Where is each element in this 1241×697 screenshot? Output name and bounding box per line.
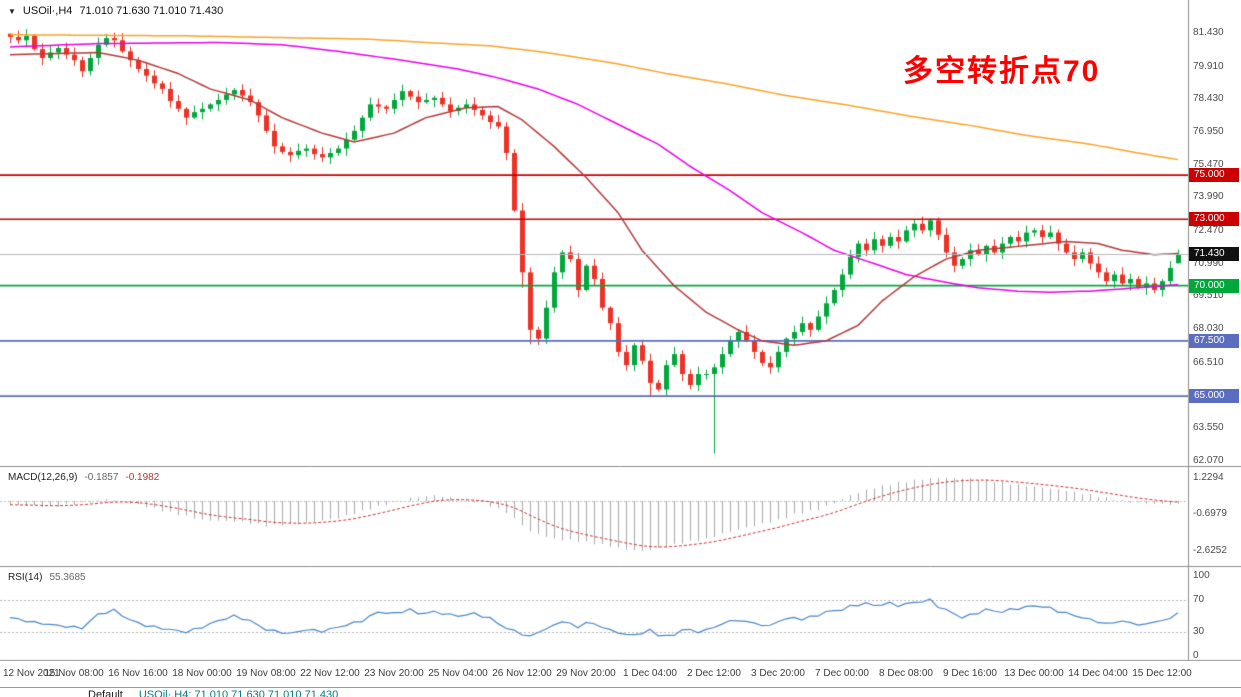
time-axis-label: 12 Nov 2021 bbox=[3, 668, 60, 679]
rsi-indicator-label: RSI(14) 55.3685 bbox=[8, 572, 86, 583]
time-axis-label: 9 Dec 16:00 bbox=[943, 668, 997, 679]
time-axis-label: 19 Nov 08:00 bbox=[236, 668, 296, 679]
macd-main-value: -0.1857 bbox=[84, 472, 119, 483]
symbol-label: USOil·,H4 bbox=[22, 5, 73, 17]
time-axis-label: 22 Nov 12:00 bbox=[300, 668, 360, 679]
time-axis-label: 25 Nov 04:00 bbox=[428, 668, 488, 679]
time-axis-label: 18 Nov 00:00 bbox=[172, 668, 232, 679]
time-axis-label: 7 Dec 00:00 bbox=[815, 668, 869, 679]
status-bar-item: Default bbox=[88, 689, 123, 697]
time-axis-label: 15 Nov 08:00 bbox=[44, 668, 104, 679]
time-axis-label: 23 Nov 20:00 bbox=[364, 668, 424, 679]
time-axis-label: 2 Dec 12:00 bbox=[687, 668, 741, 679]
chart-annotation-text: 多空转折点70 bbox=[903, 55, 1101, 88]
rsi-value: 55.3685 bbox=[49, 572, 86, 583]
macd-title: MACD(12,26,9) bbox=[8, 472, 78, 483]
status-bar-item: USOil·,H4: 71.010 71.630 71.010 71.430 bbox=[138, 689, 339, 697]
time-axis-label: 1 Dec 04:00 bbox=[623, 668, 677, 679]
status-bar: Default USOil·,H4: 71.010 71.630 71.010 7… bbox=[0, 687, 1241, 697]
time-axis-label: 14 Dec 04:00 bbox=[1068, 668, 1128, 679]
time-axis-label: 16 Nov 16:00 bbox=[108, 668, 168, 679]
rsi-title: RSI(14) bbox=[8, 572, 43, 583]
time-axis-label: 15 Dec 12:00 bbox=[1132, 668, 1192, 679]
time-axis-label: 3 Dec 20:00 bbox=[751, 668, 805, 679]
time-axis-label: 13 Dec 00:00 bbox=[1004, 668, 1064, 679]
macd-indicator-label: MACD(12,26,9) -0.1857 -0.1982 bbox=[8, 472, 159, 483]
ohlc-values: 71.010 71.630 71.010 71.430 bbox=[79, 5, 224, 17]
time-axis-label: 26 Nov 12:00 bbox=[492, 668, 552, 679]
time-axis-label: 8 Dec 08:00 bbox=[879, 668, 933, 679]
time-axis[interactable]: 12 Nov 2021 15 Nov 08:00 16 Nov 16:00 18 No… bbox=[0, 661, 1241, 686]
time-axis-label: 29 Nov 20:00 bbox=[556, 668, 616, 679]
symbol-ohlc-bar: ▼ USOil·,H4 71.010 71.630 71.010 71.430 bbox=[8, 5, 223, 17]
dropdown-arrow-icon: ▼ bbox=[8, 6, 16, 16]
macd-signal-value: -0.1982 bbox=[125, 472, 160, 483]
